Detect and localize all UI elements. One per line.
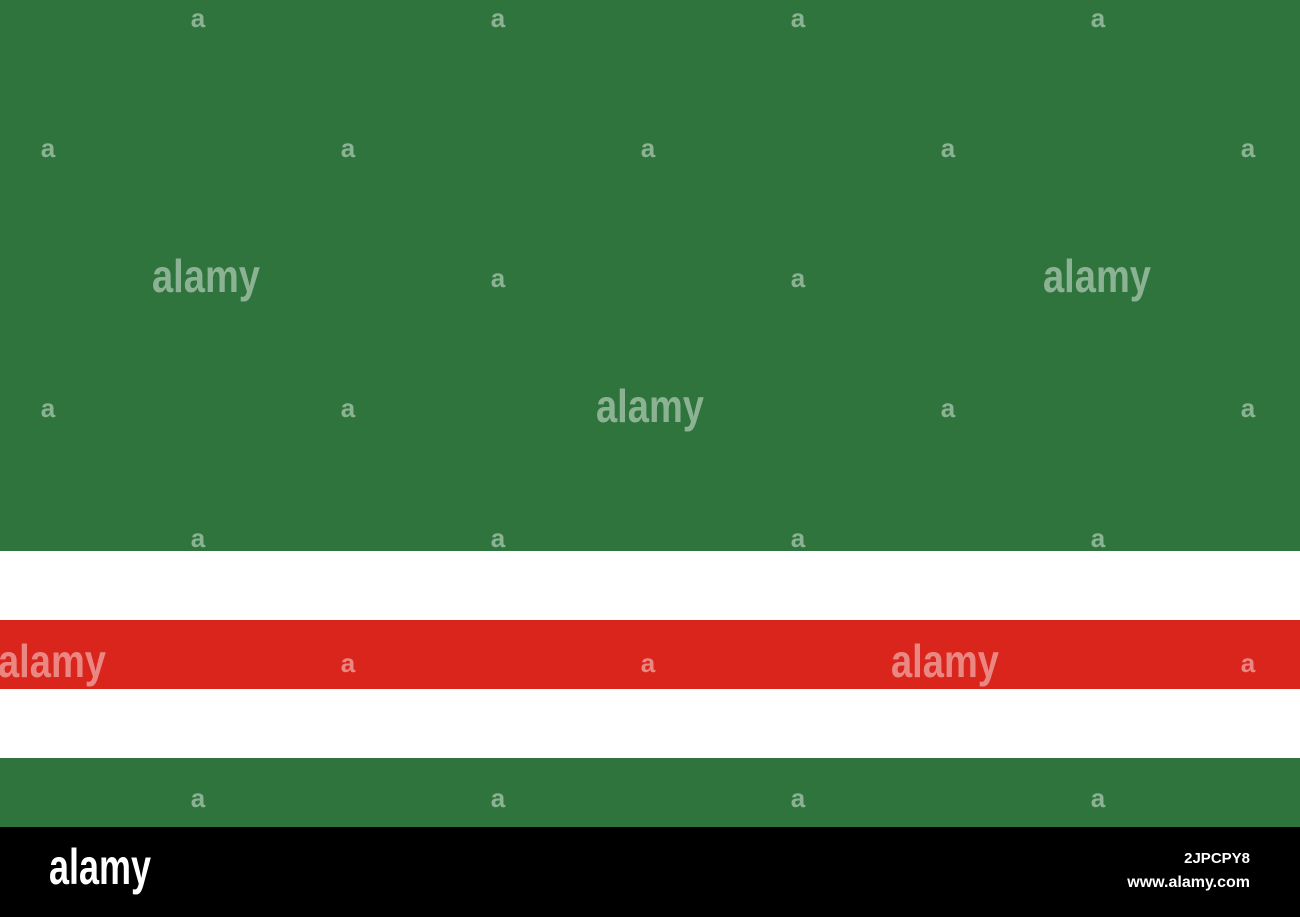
watermark: a [491,3,506,33]
watermarks: a a a a a a a a a alamy a a alamy a a alamy a a a a a a alamy a… [0,3,1256,813]
footer-logo: alamy [49,839,151,895]
watermark: a [191,3,206,33]
footer-bar [0,827,1300,917]
watermark: a [341,133,356,163]
watermark: a [1241,133,1256,163]
watermark: a [791,3,806,33]
watermark: alamy [152,250,260,302]
watermark: a [491,783,506,813]
watermark: a [41,393,56,423]
footer-url: www.alamy.com [1126,874,1250,891]
watermark: a [791,263,806,293]
watermark: a [491,263,506,293]
watermark: alamy [1043,250,1151,302]
white-stripe [0,551,1300,620]
watermark: a [1241,393,1256,423]
watermark: alamy [0,635,106,687]
watermark: a [941,393,956,423]
watermark: alamy [596,380,704,432]
red-stripe [0,620,1300,689]
watermark: a [191,523,206,553]
watermark: a [791,783,806,813]
watermark: a [791,523,806,553]
watermark: a [1091,3,1106,33]
green-field [0,0,1300,551]
watermark: alamy [891,635,999,687]
green-stripe [0,758,1300,827]
watermark: a [641,133,656,163]
watermark: a [491,523,506,553]
watermark: a [341,393,356,423]
watermark: a [191,783,206,813]
watermark: a [341,648,356,678]
watermark: a [641,648,656,678]
watermark: a [41,133,56,163]
image-id: 2JPCPY8 [1184,850,1250,867]
watermark: a [1091,783,1106,813]
watermark: a [1241,648,1256,678]
watermark: a [1091,523,1106,553]
watermark: a [941,133,956,163]
white-stripe [0,689,1300,758]
